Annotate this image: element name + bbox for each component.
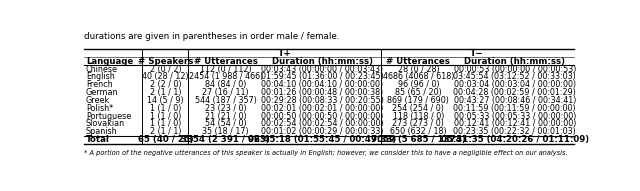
Text: 00:04:10 (00:04:10 / 00:00:00): 00:04:10 (00:04:10 / 00:00:00) (261, 80, 383, 89)
Text: 40 (28 / 12): 40 (28 / 12) (142, 72, 189, 81)
Text: 00:12:41 (00:12:41 / 00:00:00): 00:12:41 (00:12:41 / 00:00:00) (454, 119, 576, 128)
Text: Language: Language (86, 57, 133, 66)
Text: durations are given in parentheses in order male / female.: durations are given in parentheses in or… (84, 32, 339, 40)
Text: 1 (1 / 0): 1 (1 / 0) (150, 119, 181, 128)
Text: French: French (86, 80, 113, 89)
Text: 2454 (1 988 / 466): 2454 (1 988 / 466) (189, 72, 263, 81)
Text: # Utterances: # Utterances (194, 57, 258, 66)
Text: 00:02:01 (00:02:01 / 00:00:00): 00:02:01 (00:02:01 / 00:00:00) (261, 104, 383, 113)
Text: T+: T+ (278, 49, 291, 58)
Text: Portuguese: Portuguese (86, 112, 131, 121)
Text: 01:59:45 (01:36:00 / 00:23:45): 01:59:45 (01:36:00 / 00:23:45) (260, 72, 383, 81)
Text: 00:03:43 (00:00:00 / 00:03:43): 00:03:43 (00:00:00 / 00:03:43) (261, 65, 383, 74)
Text: 650 (632 / 18): 650 (632 / 18) (390, 127, 447, 136)
Text: Chinese: Chinese (86, 65, 118, 74)
Text: 23 (23 / 0): 23 (23 / 0) (205, 104, 246, 113)
Text: 00:04:28 (00:02:59 / 00:01:29): 00:04:28 (00:02:59 / 00:01:29) (453, 88, 576, 97)
Text: 00:00:50 (00:00:50 / 00:00:00): 00:00:50 (00:00:50 / 00:00:00) (261, 112, 383, 121)
Text: 544 (187 / 357): 544 (187 / 357) (195, 96, 257, 105)
Text: German: German (86, 88, 118, 97)
Text: 85 (65 / 20): 85 (65 / 20) (395, 88, 442, 97)
Text: 2 (1 / 1): 2 (1 / 1) (150, 88, 181, 97)
Text: Duration (hh:mm:ss): Duration (hh:mm:ss) (271, 57, 372, 66)
Text: # Utterances: # Utterances (387, 57, 451, 66)
Text: 00:11:59 (00:11:59 / 00:00:00): 00:11:59 (00:11:59 / 00:00:00) (453, 104, 576, 113)
Text: 7059 (5 685 / 1374): 7059 (5 685 / 1374) (371, 135, 466, 144)
Text: Greek: Greek (86, 96, 110, 105)
Text: 3354 (2 391 / 963): 3354 (2 391 / 963) (181, 135, 270, 144)
Text: 05:31:35 (04:20:26 / 01:11:09): 05:31:35 (04:20:26 / 01:11:09) (441, 135, 589, 144)
Text: 27 (16 / 11): 27 (16 / 11) (202, 88, 249, 97)
Text: 28 (0 / 28): 28 (0 / 28) (397, 65, 439, 74)
Text: Duration (hh:mm:ss): Duration (hh:mm:ss) (464, 57, 565, 66)
Text: 869 (179 / 690): 869 (179 / 690) (387, 96, 449, 105)
Text: 2 (0 / 2): 2 (0 / 2) (150, 65, 181, 74)
Text: 00:43:27 (00:08:46 / 00:34:41): 00:43:27 (00:08:46 / 00:34:41) (454, 96, 576, 105)
Text: Slovakian: Slovakian (86, 119, 125, 128)
Text: T−: T− (470, 49, 484, 58)
Text: 2 (1 / 1): 2 (1 / 1) (150, 127, 181, 136)
Text: 00:01:02 (00:00:29 / 00:00:33): 00:01:02 (00:00:29 / 00:00:33) (261, 127, 383, 136)
Text: Polish*: Polish* (86, 104, 113, 113)
Text: 273 (273 / 0): 273 (273 / 0) (392, 119, 444, 128)
Text: 112 (0 / 112): 112 (0 / 112) (200, 65, 252, 74)
Text: 1 (1 / 0): 1 (1 / 0) (150, 104, 181, 113)
Text: 65 (40 / 25): 65 (40 / 25) (138, 135, 193, 144)
Text: 00:03:04 (00:03:04 / 00:00:00): 00:03:04 (00:03:04 / 00:00:00) (454, 80, 576, 89)
Text: * A portion of the negative utterances of this speaker is actually in English; h: * A portion of the negative utterances o… (84, 149, 568, 155)
Text: 00:29:28 (00:08:33 / 00:20:55): 00:29:28 (00:08:33 / 00:20:55) (260, 96, 383, 105)
Text: 00:02:54 (00:02:54 / 00:00:00): 00:02:54 (00:02:54 / 00:00:00) (260, 119, 383, 128)
Text: 14 (5 / 9): 14 (5 / 9) (147, 96, 184, 105)
Text: 03:45:54 (03:12:52 / 00:33:03): 03:45:54 (03:12:52 / 00:33:03) (453, 72, 576, 81)
Text: 00:05:33 (00:05:33 / 00:00:00): 00:05:33 (00:05:33 / 00:00:00) (454, 112, 576, 121)
Text: 54 (54 / 0): 54 (54 / 0) (205, 119, 246, 128)
Text: 00:23:35 (00:22:32 / 00:01:03): 00:23:35 (00:22:32 / 00:01:03) (453, 127, 576, 136)
Text: 1 (1 / 0): 1 (1 / 0) (150, 112, 181, 121)
Text: English: English (86, 72, 115, 81)
Text: 96 (96 / 0): 96 (96 / 0) (397, 80, 439, 89)
Text: 35 (18 / 17): 35 (18 / 17) (202, 127, 249, 136)
Text: 00:01:26 (00:00:48 / 00:00:38): 00:01:26 (00:00:48 / 00:00:38) (261, 88, 383, 97)
Text: 2 (2 / 0): 2 (2 / 0) (150, 80, 181, 89)
Text: 254 (254 / 0): 254 (254 / 0) (392, 104, 444, 113)
Text: 00:00:53 (00:00:00 / 00:00:53): 00:00:53 (00:00:00 / 00:00:53) (454, 65, 576, 74)
Text: 84 (84 / 0): 84 (84 / 0) (205, 80, 246, 89)
Text: # Speakers: # Speakers (138, 57, 193, 66)
Text: 4686 (4068 / 618): 4686 (4068 / 618) (383, 72, 454, 81)
Text: Total: Total (86, 135, 110, 144)
Text: 02:45:18 (01:55:45 / 00:49:33): 02:45:18 (01:55:45 / 00:49:33) (248, 135, 396, 144)
Text: 118 (118 / 0): 118 (118 / 0) (393, 112, 444, 121)
Text: Spanish: Spanish (86, 127, 118, 136)
Text: 21 (21 / 0): 21 (21 / 0) (205, 112, 246, 121)
